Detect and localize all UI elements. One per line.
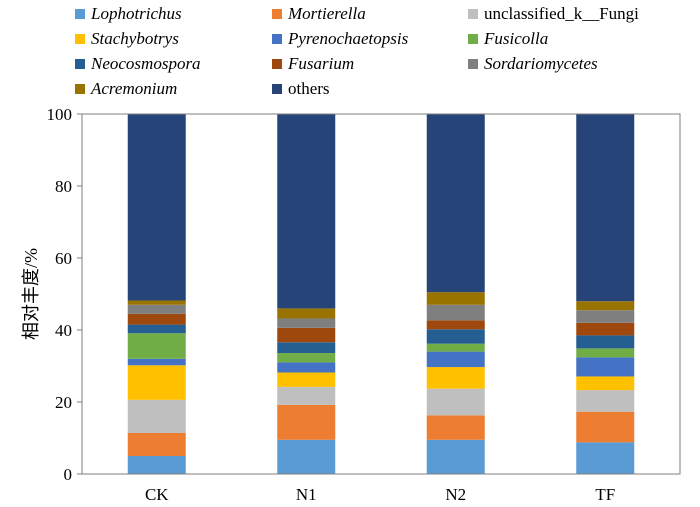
bar-n1-lophotrichus (277, 439, 336, 474)
bar-n1-pyrenochaetopsis (277, 362, 336, 373)
legend-swatch (75, 34, 85, 44)
bar-n1-fusarium (277, 327, 336, 343)
legend-item-acremonium: Acremonium (75, 79, 177, 98)
y-axis-ticks: 0 20 40 60 80 100 (47, 105, 82, 484)
bar-tf-pyrenochaetopsis (576, 357, 635, 377)
bar-tf-acremonium (576, 301, 635, 311)
legend-label: Fusarium (287, 54, 354, 73)
legend-swatch (468, 59, 478, 69)
bar-ck-stachybotrys (127, 365, 186, 400)
legend-item-others: others (272, 79, 330, 98)
bar-tf-others (576, 114, 635, 302)
legend-swatch (468, 9, 478, 19)
bar-n2-fusicolla (426, 343, 485, 352)
bar-n2-sordariomycetes (426, 304, 485, 321)
bar-n2-mortierella (426, 415, 485, 440)
x-tick-label-n1: N1 (296, 485, 317, 504)
x-tick-label-n2: N2 (445, 485, 466, 504)
axes (81, 113, 681, 475)
bar-n2-others (426, 114, 485, 293)
y-tick-label: 0 (64, 465, 73, 484)
legend-label: Lophotrichus (90, 4, 182, 23)
legend-item-unclassified-k-fungi: unclassified_k__Fungi (468, 4, 639, 23)
legend-swatch (272, 84, 282, 94)
x-tick-label-tf: TF (595, 485, 615, 504)
bar-n1-unclassified-k-fungi (277, 386, 336, 405)
x-axis-ticks: CK N1 N2 TF (145, 485, 615, 504)
legend-item-sordariomycetes: Sordariomycetes (468, 54, 598, 73)
legend-swatch (75, 84, 85, 94)
legend-label: Sordariomycetes (484, 54, 598, 73)
bar-ck-mortierella (127, 432, 186, 456)
bar-ck-fusicolla (127, 333, 186, 359)
bar-tf-fusicolla (576, 348, 635, 358)
bar-ck-fusarium (127, 313, 186, 325)
legend-label: unclassified_k__Fungi (484, 4, 639, 23)
legend-swatch (75, 59, 85, 69)
legend-label: Stachybotrys (91, 29, 179, 48)
y-tick-label: 100 (47, 105, 73, 124)
legend-swatch (468, 34, 478, 44)
bar-tf-neocosmospora (576, 335, 635, 349)
bar-n2-unclassified-k-fungi (426, 388, 485, 416)
legend-item-lophotrichus: Lophotrichus (75, 4, 182, 23)
legend: Lophotrichus Mortierella unclassified_k__F… (75, 4, 639, 98)
legend-label: Mortierella (287, 4, 366, 23)
bar-n2-stachybotrys (426, 367, 485, 389)
bar-ck-others (127, 114, 186, 301)
bar-n1-acremonium (277, 308, 336, 319)
legend-swatch (272, 9, 282, 19)
bar-n1-sordariomycetes (277, 318, 336, 328)
bar-n2-fusarium (426, 320, 485, 330)
bar-tf-stachybotrys (576, 376, 635, 391)
bar-ck-acremonium (127, 300, 186, 305)
bar-n2-lophotrichus (426, 439, 485, 474)
x-tick-label-ck: CK (145, 485, 169, 504)
legend-swatch (272, 59, 282, 69)
legend-item-fusarium: Fusarium (272, 54, 354, 73)
y-tick-label: 20 (55, 393, 72, 412)
legend-swatch (272, 34, 282, 44)
legend-swatch (75, 9, 85, 19)
bar-n2-neocosmospora (426, 329, 485, 344)
plot-area-border (81, 113, 681, 475)
y-axis-label: 相对丰度/% (21, 248, 41, 340)
bar-tf-fusarium (576, 322, 635, 336)
bar-tf-lophotrichus (576, 442, 635, 474)
y-tick-label: 80 (55, 177, 72, 196)
bar-tf-sordariomycetes (576, 310, 635, 323)
legend-item-pyrenochaetopsis: Pyrenochaetopsis (272, 29, 409, 48)
bar-ck-pyrenochaetopsis (127, 358, 186, 366)
bar-ck-sordariomycetes (127, 304, 186, 314)
legend-item-neocosmospora: Neocosmospora (75, 54, 201, 73)
bar-n2-pyrenochaetopsis (426, 351, 485, 368)
bar-tf-unclassified-k-fungi (576, 390, 635, 412)
bar-n1-others (277, 114, 336, 309)
bar-n2-acremonium (426, 292, 485, 305)
legend-label: Neocosmospora (90, 54, 201, 73)
bar-ck-lophotrichus (127, 456, 186, 474)
legend-item-stachybotrys: Stachybotrys (75, 29, 179, 48)
y-tick-label: 40 (55, 321, 72, 340)
legend-label: Acremonium (90, 79, 177, 98)
bars (127, 114, 635, 474)
legend-label: others (288, 79, 330, 98)
bar-n1-stachybotrys (277, 372, 336, 387)
bar-n1-mortierella (277, 404, 336, 440)
legend-item-fusicolla: Fusicolla (468, 29, 548, 48)
bar-n1-fusicolla (277, 353, 336, 363)
bar-ck-unclassified-k-fungi (127, 399, 186, 433)
legend-item-mortierella: Mortierella (272, 4, 366, 23)
legend-label: Fusicolla (483, 29, 548, 48)
y-tick-label: 60 (55, 249, 72, 268)
bar-ck-neocosmospora (127, 324, 186, 334)
bar-tf-mortierella (576, 411, 635, 443)
legend-label: Pyrenochaetopsis (287, 29, 409, 48)
bar-n1-neocosmospora (277, 342, 336, 354)
